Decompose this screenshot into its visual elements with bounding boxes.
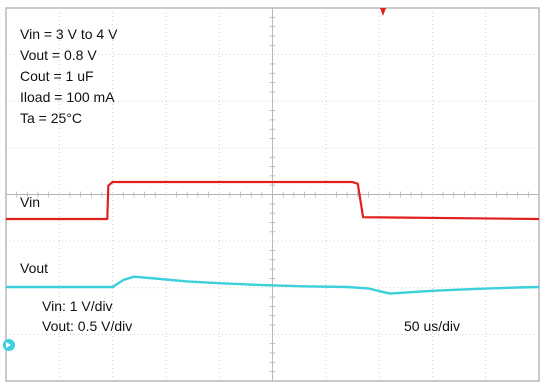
- trace-vin: [6, 180, 540, 221]
- scale-label-vin: Vin: 1 V/div: [42, 298, 113, 314]
- trace-vout: [6, 275, 540, 295]
- condition-cout: Cout = 1 uF: [20, 68, 94, 84]
- grid: [6, 8, 539, 381]
- ground-reference-marker: [3, 339, 15, 351]
- condition-iload: Iload = 100 mA: [20, 89, 115, 105]
- condition-vin: Vin = 3 V to 4 V: [20, 26, 118, 42]
- scale-label-vout: Vout: 0.5 V/div: [42, 318, 132, 334]
- series-label-vout: Vout: [20, 260, 48, 276]
- condition-ta: Ta = 25°C: [20, 110, 82, 126]
- traces: [6, 180, 540, 295]
- trigger-marker: [380, 8, 386, 16]
- series-label-vin: Vin: [20, 194, 40, 210]
- time-scale-label: 50 us/div: [404, 318, 460, 334]
- condition-vout: Vout = 0.8 V: [20, 47, 97, 63]
